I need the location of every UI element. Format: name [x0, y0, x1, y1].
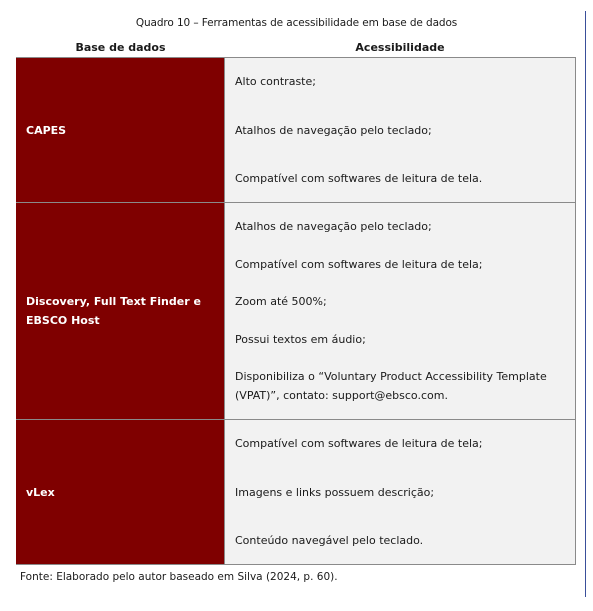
list-item: Disponibiliza o “Voluntary Product Acces…: [235, 370, 547, 402]
accessibility-cell: Alto contraste; Atalhos de navegação pel…: [224, 58, 576, 202]
list-item: Atalhos de navegação pelo teclado;: [235, 220, 432, 233]
column-header-acessibilidade: Acessibilidade: [355, 41, 445, 54]
table-caption: Quadro 10 – Ferramentas de acessibilidad…: [135, 17, 458, 29]
list-item: Atalhos de navegação pelo teclado;: [235, 123, 432, 137]
database-name-cell: vLex: [16, 420, 224, 564]
database-name-cell: CAPES: [16, 58, 224, 202]
database-name-cell: Discovery, Full Text Finder e EBSCO Host: [16, 203, 224, 419]
list-item: Zoom até 500%;: [235, 295, 327, 308]
list-item: Possui textos em áudio;: [235, 332, 366, 346]
list-item: Compatível com softwares de leitura de t…: [235, 257, 483, 271]
accessibility-cell: Atalhos de navegação pelo teclado; Compa…: [224, 203, 576, 419]
accessibility-table: CAPES Alto contraste; Atalhos de navegaç…: [16, 57, 576, 565]
list-item: Conteúdo navegável pelo teclado.: [235, 534, 424, 547]
list-item: Compatível com softwares de leitura de t…: [235, 172, 483, 185]
source-note: Fonte: Elaborado pelo autor baseado em S…: [20, 571, 338, 583]
table-row: CAPES Alto contraste; Atalhos de navegaç…: [16, 58, 576, 203]
accessibility-cell: Compatível com softwares de leitura de t…: [224, 420, 576, 564]
table-row: vLex Compatível com softwares de leitura…: [16, 420, 576, 565]
page-right-rule: [585, 11, 586, 597]
list-item: Compatível com softwares de leitura de t…: [235, 437, 483, 450]
table-row: Discovery, Full Text Finder e EBSCO Host…: [16, 203, 576, 420]
column-header-base: Base de dados: [75, 41, 166, 54]
list-item: Alto contraste;: [235, 75, 316, 88]
list-item: Imagens e links possuem descrição;: [235, 485, 435, 499]
